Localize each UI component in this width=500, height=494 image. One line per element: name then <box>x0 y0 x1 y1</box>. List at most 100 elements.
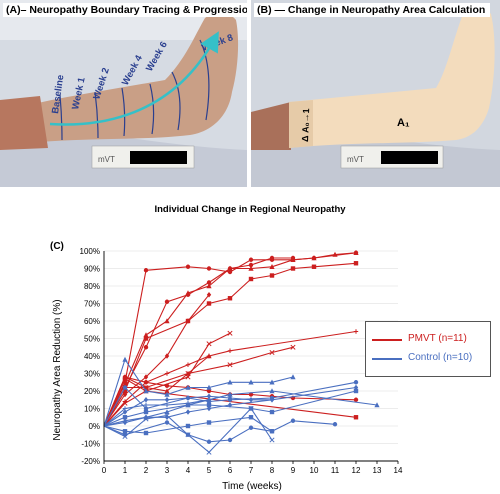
y-tick-label: 100% <box>80 247 100 256</box>
series-line <box>103 390 357 427</box>
data-point <box>164 397 170 403</box>
data-point <box>290 255 296 261</box>
measuring-ruler: mVT <box>340 145 444 169</box>
data-point <box>227 330 233 336</box>
data-point <box>227 296 233 301</box>
series-line <box>103 294 210 427</box>
x-tick-label: 9 <box>291 466 296 475</box>
data-point <box>185 384 191 390</box>
data-point <box>206 283 212 289</box>
data-point <box>206 393 212 399</box>
data-point <box>206 388 212 394</box>
control-series-12 <box>103 356 296 427</box>
data-point <box>290 418 296 423</box>
grid-layer <box>104 250 398 462</box>
data-point <box>164 383 170 388</box>
data-point <box>185 264 191 269</box>
data-point <box>332 422 338 427</box>
data-point <box>164 318 170 324</box>
data-point <box>227 437 233 443</box>
data-point <box>143 397 149 403</box>
y-tick-label: -20% <box>81 457 100 466</box>
data-point <box>206 402 212 408</box>
control-series-13 <box>103 380 359 427</box>
pmvt-series-4 <box>103 255 296 427</box>
data-point <box>164 371 170 376</box>
data-point <box>311 255 317 261</box>
data-point <box>248 262 254 268</box>
data-point <box>206 266 212 271</box>
data-point <box>353 380 359 385</box>
legend-item-control: Control (n=10) <box>366 352 490 366</box>
panel-b-title: (B) — Change in Neuropathy Area Calculat… <box>254 3 491 17</box>
data-point <box>227 269 233 275</box>
series-line <box>103 407 273 454</box>
data-point <box>206 280 212 285</box>
legend-item-pmvt: PMVT (n=11) <box>366 333 490 347</box>
data-point <box>227 395 233 401</box>
label-baseline: Baseline <box>50 74 66 114</box>
data-point <box>122 388 128 394</box>
data-point <box>206 292 212 298</box>
data-point <box>143 336 149 341</box>
data-point <box>185 362 191 367</box>
data-point <box>122 433 128 440</box>
data-point <box>122 417 128 423</box>
y-tick-label: 40% <box>84 352 100 361</box>
series-layer <box>103 249 380 455</box>
data-point <box>269 379 275 385</box>
data-point <box>206 420 212 425</box>
panel-a-title: (A)– Neuropathy Boundary Tracing & Progr… <box>3 3 247 17</box>
data-point <box>353 329 359 334</box>
y-tick-label: 60% <box>84 317 100 326</box>
panel-a-photo: Week 8 Week 6 Week 4 Week 2 Week 1 Basel… <box>0 0 247 187</box>
y-tick-label: 0% <box>88 422 100 431</box>
data-point <box>143 402 149 408</box>
data-point <box>143 332 149 338</box>
measuring-ruler: mVT <box>91 145 195 169</box>
x-tick-label: 3 <box>165 466 170 475</box>
series-line <box>103 330 357 427</box>
axis-layer: -20%-10%0%10%20%30%40%50%60%70%80%90%100… <box>80 247 403 475</box>
data-point <box>164 402 170 408</box>
pmvt-series-3 <box>103 261 359 427</box>
data-point <box>185 395 191 401</box>
y-tick-label: 50% <box>84 335 100 344</box>
data-point <box>164 409 170 415</box>
y-tick-label: 70% <box>84 300 100 309</box>
data-point <box>164 391 170 397</box>
data-point <box>206 449 212 455</box>
data-point <box>143 388 149 394</box>
series-line <box>103 358 294 427</box>
line-chart: (C) -20%-10%0%10%20%30%40%50%60%70%80%90… <box>50 241 403 492</box>
data-point <box>248 276 254 282</box>
data-point <box>353 261 359 266</box>
data-point <box>122 415 128 420</box>
y-tick-label: 80% <box>84 282 100 291</box>
dressing-edge <box>0 96 48 150</box>
data-point <box>353 249 359 255</box>
pmvt-series-8 <box>103 344 296 427</box>
data-point <box>143 374 149 380</box>
data-point <box>122 409 128 415</box>
svg-text:mVT: mVT <box>347 155 364 164</box>
panel-b-photo: A₁ Δ A₀→1 mVT (B) — Change in Neuropathy… <box>251 0 500 187</box>
control-series-18 <box>103 405 275 455</box>
data-point <box>311 264 317 269</box>
data-point <box>206 301 212 306</box>
y-tick-label: 90% <box>84 265 100 274</box>
legend-swatch-control <box>372 358 402 360</box>
data-point <box>269 255 275 261</box>
progression-arrow <box>49 31 219 126</box>
data-point <box>143 380 149 385</box>
label-delta-area: Δ A₀→1 <box>300 108 311 142</box>
data-point <box>248 405 254 412</box>
data-point <box>374 402 380 408</box>
series-line <box>103 257 293 427</box>
x-axis-title: Time (weeks) <box>222 481 282 492</box>
x-tick-label: 5 <box>207 466 212 475</box>
data-point <box>122 385 128 390</box>
x-tick-label: 10 <box>310 466 319 475</box>
x-tick-label: 2 <box>144 466 149 475</box>
x-tick-label: 1 <box>123 466 128 475</box>
